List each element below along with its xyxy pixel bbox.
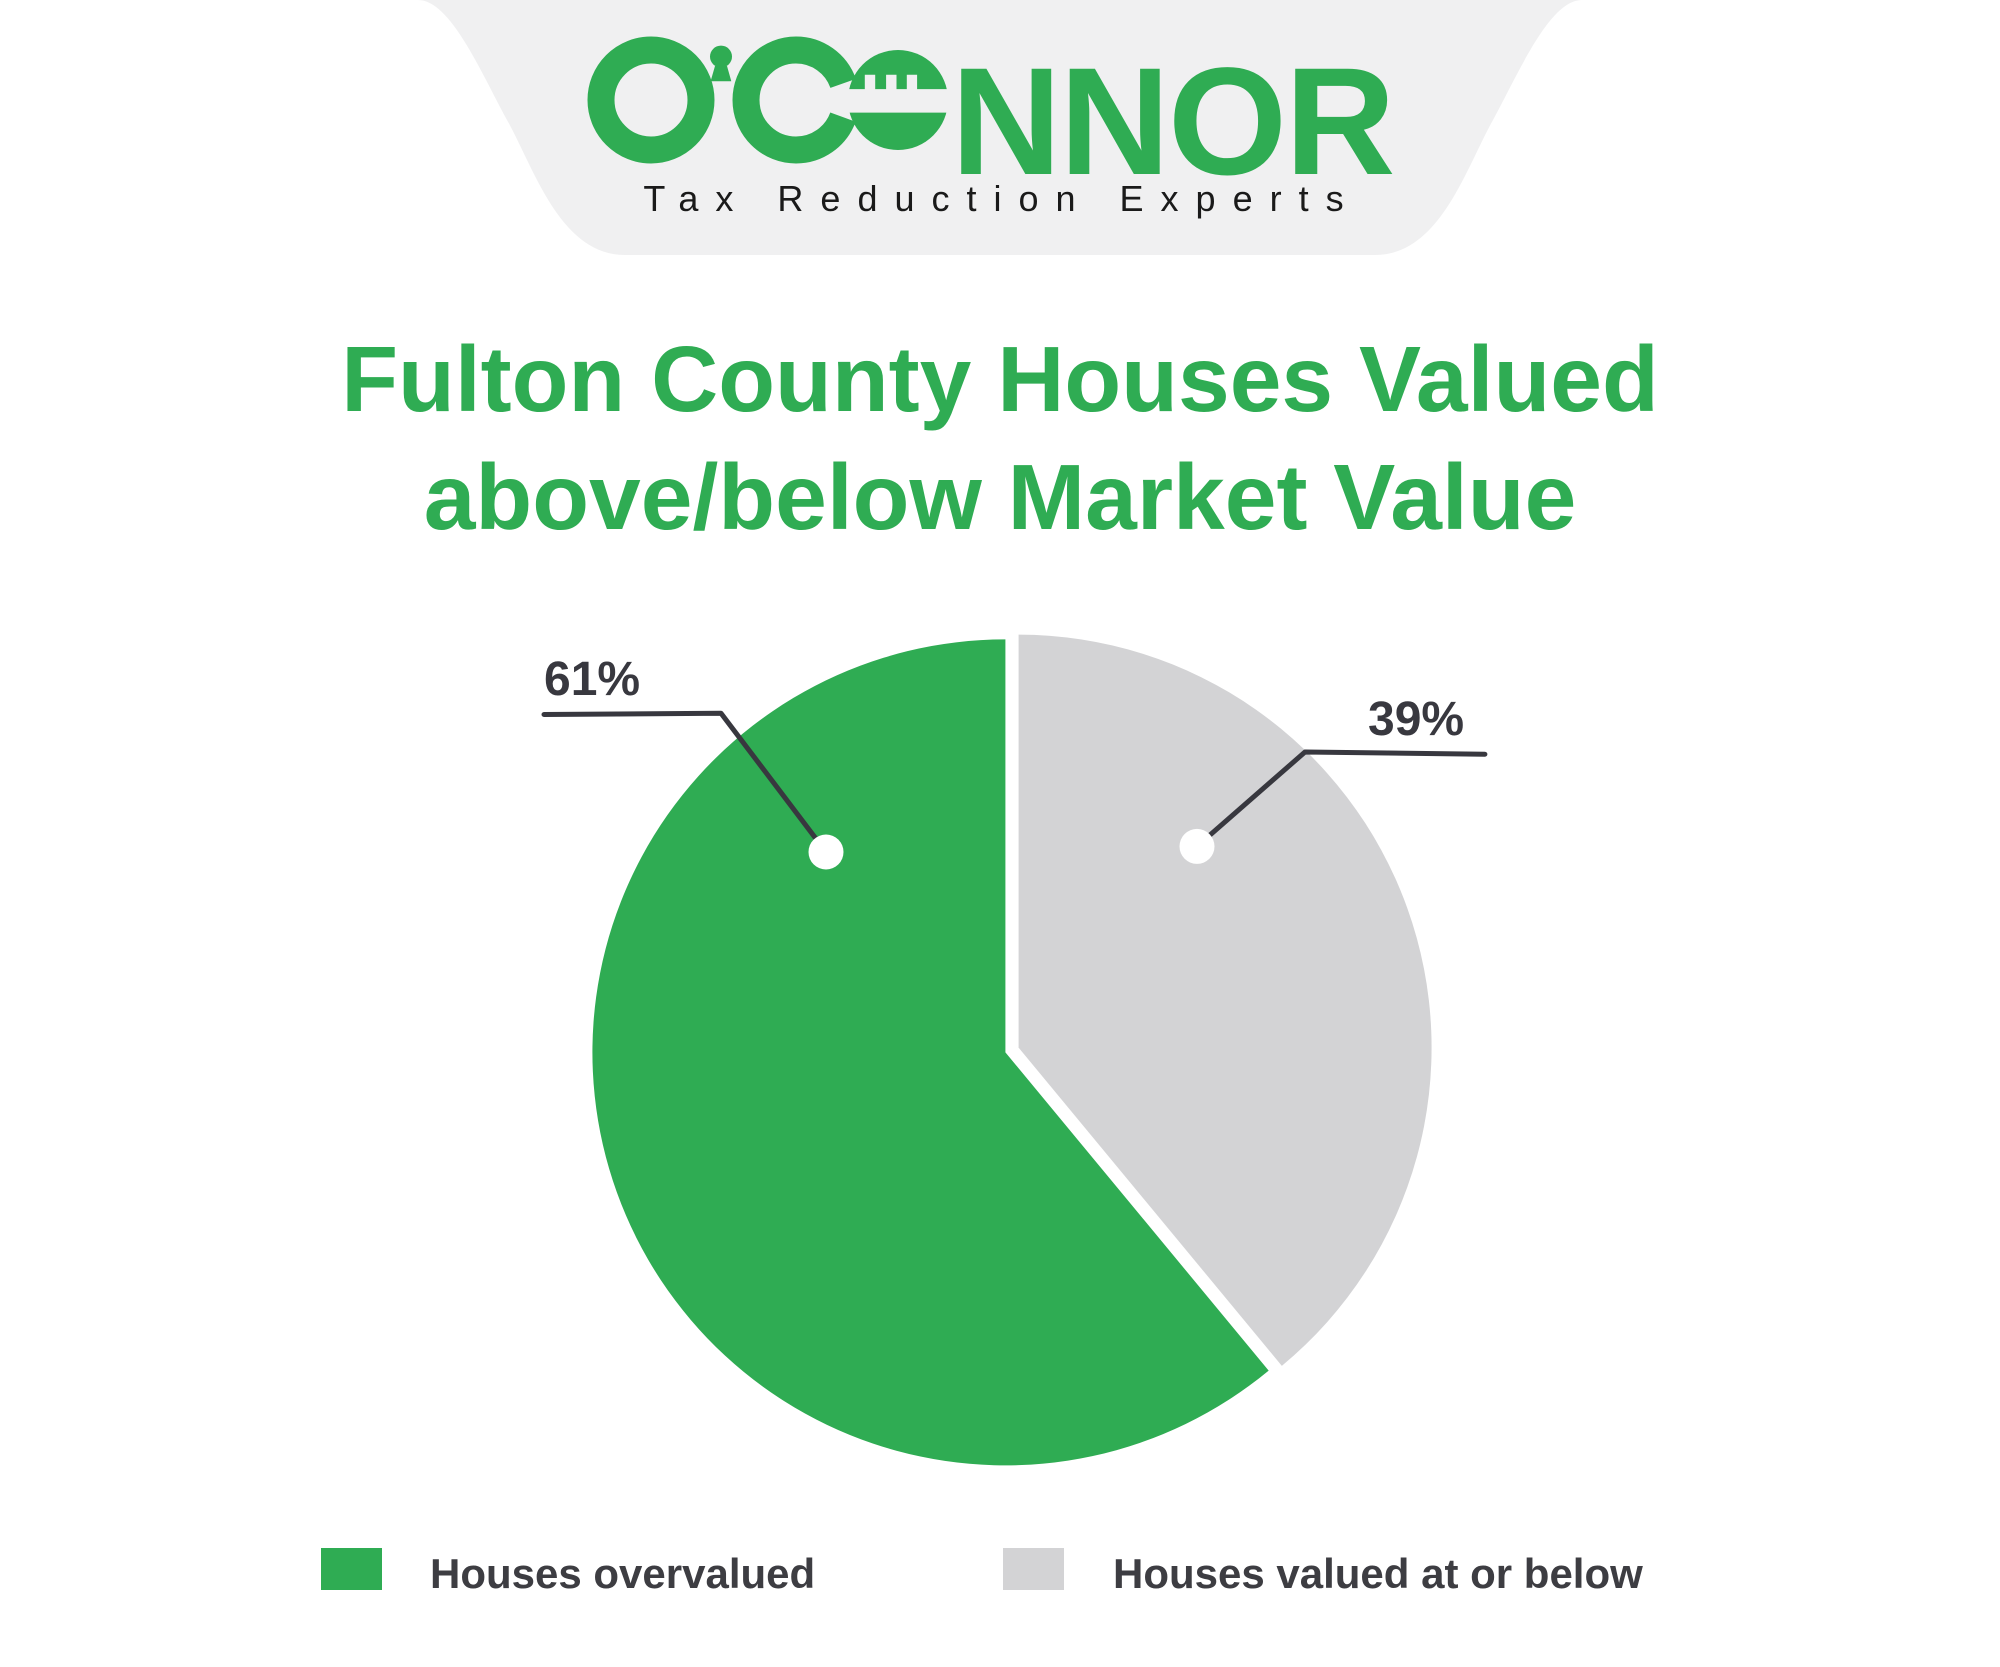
svg-text:61%: 61% xyxy=(544,653,640,706)
svg-text:39%: 39% xyxy=(1368,693,1464,746)
